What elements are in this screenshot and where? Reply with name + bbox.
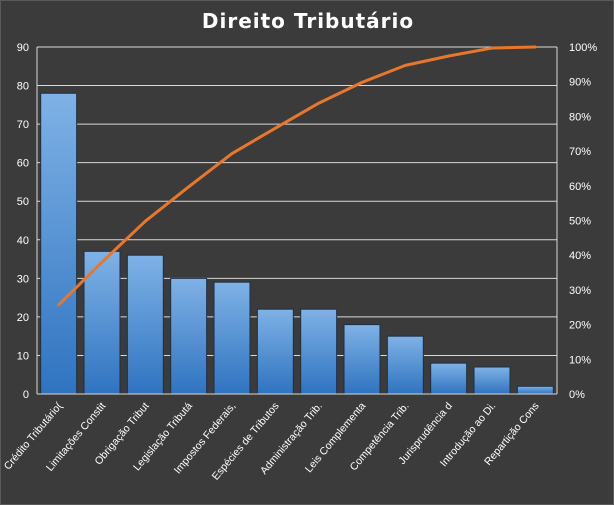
y-tick-label: 80	[17, 81, 29, 93]
bar	[343, 324, 381, 395]
y2-tick-label: 70%	[569, 146, 591, 158]
y2-tick-label: 30%	[569, 285, 591, 297]
y-tick-label: 30	[17, 273, 29, 285]
bar	[126, 254, 164, 395]
y-tick-label: 70	[17, 119, 29, 131]
y-tick-label: 10	[17, 350, 29, 362]
cumulative-percentage-line	[57, 45, 537, 307]
y2-tick-label: 10%	[569, 354, 591, 366]
y2-tick-label: 20%	[569, 320, 591, 332]
y2-tick-label: 0%	[569, 389, 585, 401]
bar	[430, 362, 468, 395]
bar	[256, 308, 294, 395]
y-tick-label: 40	[17, 235, 29, 247]
chart-title: Direito Tributário	[201, 9, 415, 33]
y-tick-label: 50	[17, 196, 29, 208]
bar	[473, 366, 511, 395]
y-tick-label: 90	[17, 42, 29, 54]
y2-tick-label: 90%	[569, 77, 591, 89]
y2-tick-label: 80%	[569, 111, 591, 123]
bar	[213, 281, 251, 395]
y2-tick-label: 40%	[569, 250, 591, 262]
bar	[300, 308, 338, 395]
bar	[170, 277, 208, 395]
bars	[40, 92, 554, 395]
cumulative-line	[57, 45, 537, 307]
y2-tick-label: 60%	[569, 181, 591, 193]
y2-tick-label: 50%	[569, 216, 591, 228]
bar	[386, 335, 424, 395]
y-tick-label: 60	[17, 158, 29, 170]
bar	[516, 385, 554, 395]
y-tick-label: 0	[23, 389, 29, 401]
y2-tick-label: 100%	[569, 42, 597, 54]
bar	[40, 92, 78, 395]
y-tick-label: 20	[17, 312, 29, 324]
